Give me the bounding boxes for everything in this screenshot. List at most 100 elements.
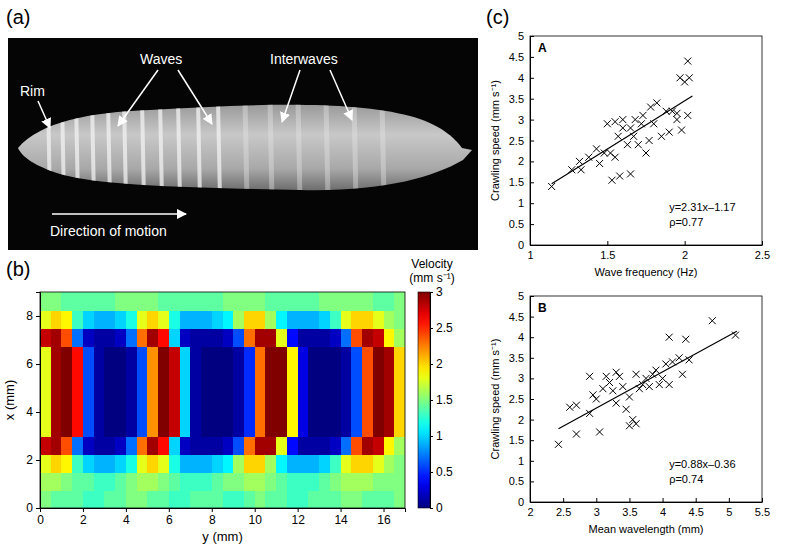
- tick-label: 1.5: [600, 249, 615, 261]
- heatmap-cell: [265, 418, 276, 437]
- heatmap-cell: [115, 490, 126, 508]
- tick-mark: [36, 364, 40, 365]
- heatmap-cell: [276, 418, 287, 437]
- heatmap-cell: [362, 382, 373, 401]
- wave-stripe: [62, 100, 64, 200]
- point: [623, 406, 630, 413]
- heatmap-cell: [115, 436, 126, 455]
- heatmap-cell: [169, 472, 180, 491]
- wave-stripe: [76, 100, 78, 200]
- heatmap-cell: [276, 454, 287, 473]
- heatmap-cell: [255, 490, 266, 508]
- tick-label: 2: [518, 414, 524, 426]
- heatmap-cell: [351, 490, 362, 508]
- heatmap-cell: [61, 382, 72, 401]
- tick-label: 2.5: [509, 393, 524, 405]
- tick-mark: [384, 508, 385, 512]
- heatmap-cell: [298, 472, 309, 491]
- point: [646, 137, 653, 144]
- heatmap-cell: [255, 436, 266, 455]
- heatmap-cell: [83, 490, 94, 508]
- heatmap-cell: [137, 472, 148, 491]
- tick-label: 3: [518, 114, 524, 126]
- tick-mark: [430, 436, 433, 437]
- panel-c-B: 22.533.544.555.500.511.522.533.544.55By=…: [489, 290, 770, 535]
- heatmap-cell: [51, 364, 62, 383]
- heatmap-cell: [61, 418, 72, 437]
- heatmap-cell: [72, 364, 83, 383]
- tick-label: 4.5: [509, 311, 524, 323]
- tick: 14: [334, 508, 348, 527]
- panel-title: A: [538, 41, 547, 55]
- tick: 2.5: [430, 321, 453, 335]
- heatmap-cell: [201, 382, 212, 401]
- heatmap-cell: [394, 436, 405, 455]
- heatmap-cell: [319, 454, 330, 473]
- heatmap-cell: [394, 292, 405, 311]
- heatmap-cell: [362, 310, 373, 329]
- heatmap-cell: [287, 472, 298, 491]
- heatmap-cell: [373, 364, 384, 383]
- heatmap-cell: [330, 490, 341, 508]
- colorbar-title-line: (mm s⁻¹): [409, 271, 454, 285]
- heatmap-cell: [319, 490, 330, 508]
- heatmap-cells: [40, 292, 405, 508]
- heatmap-cell: [255, 382, 266, 401]
- heatmap-cell: [233, 292, 244, 311]
- figure: (a)RimWavesInterwavesDirection of motion…: [0, 0, 792, 549]
- heatmap-cell: [298, 490, 309, 508]
- heatmap-cell: [147, 292, 158, 311]
- tick-label: 0.5: [509, 218, 524, 230]
- scatter-points: [548, 58, 693, 190]
- heatmap-cell: [190, 418, 201, 437]
- tick-label: 6: [166, 513, 173, 527]
- photo-background: [8, 38, 478, 250]
- heatmap-cell: [94, 382, 105, 401]
- heatmap-cell: [180, 400, 191, 419]
- heatmap-cell: [201, 310, 212, 329]
- heatmap-cell: [104, 400, 115, 419]
- axis-line: [36, 293, 41, 509]
- heatmap-cell: [115, 364, 126, 383]
- tick: 0.5: [509, 475, 534, 487]
- heatmap-cell: [72, 328, 83, 347]
- heatmap-cell: [373, 382, 384, 401]
- point: [609, 387, 616, 394]
- heatmap-cell: [190, 400, 201, 419]
- tick: 2.5: [509, 393, 534, 405]
- heatmap-cell: [373, 436, 384, 455]
- point: [682, 336, 689, 343]
- heatmap-cell: [61, 400, 72, 419]
- tick-label: 0: [26, 501, 33, 515]
- heatmap-cell: [341, 292, 352, 311]
- point: [619, 383, 626, 390]
- heatmap-cell: [341, 436, 352, 455]
- heatmap-cell: [244, 454, 255, 473]
- heatmap-cell: [394, 310, 405, 329]
- point: [633, 420, 640, 427]
- heatmap-cell: [147, 490, 158, 508]
- tick-label: 3: [518, 372, 524, 384]
- tick: 5: [518, 30, 534, 42]
- tick-mark: [530, 141, 534, 142]
- interwave-stripe: [245, 100, 247, 200]
- heatmap-cell: [190, 454, 201, 473]
- point: [627, 124, 634, 131]
- tick-label: 4: [518, 72, 524, 84]
- heatmap-cell: [244, 400, 255, 419]
- heatmap-cell: [169, 418, 180, 437]
- tick-mark: [530, 420, 534, 421]
- tick: 2.5: [556, 498, 571, 518]
- heatmap-cell: [223, 454, 234, 473]
- wave-stripe: [160, 100, 162, 200]
- heatmap-cell: [308, 382, 319, 401]
- point: [619, 116, 626, 123]
- point: [616, 373, 623, 380]
- heatmap-cell: [190, 310, 201, 329]
- heatmap-cell: [126, 418, 137, 437]
- plot-frame: [530, 296, 762, 502]
- tick-mark: [530, 378, 534, 379]
- heatmap-cell: [51, 472, 62, 491]
- heatmap-cell: [373, 418, 384, 437]
- heatmap-cell: [40, 454, 51, 473]
